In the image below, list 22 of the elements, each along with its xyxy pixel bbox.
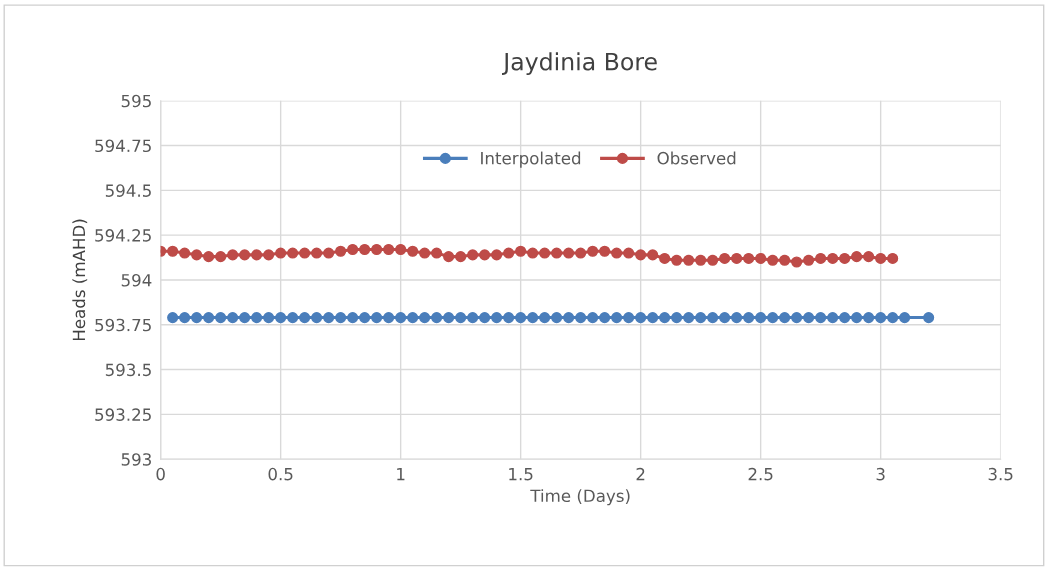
x-tick-label: 2	[636, 467, 645, 481]
x-axis-title: Time (Days)	[530, 489, 630, 506]
y-tick-label: 594.75	[95, 139, 151, 153]
legend-label: Observed	[657, 151, 736, 165]
x-tick-label: 2.5	[748, 467, 773, 481]
y-tick-label: 593.5	[105, 363, 151, 377]
x-tick-label: 0.5	[268, 467, 293, 481]
y-tick-label: 594	[121, 273, 152, 287]
x-tick-label: 1.5	[509, 468, 533, 481]
y-tick-label: 593.75	[95, 318, 151, 332]
x-tick-label: 0	[156, 467, 165, 481]
y-tick-label: 594.5	[105, 184, 151, 197]
y-tick-label: 595	[121, 94, 151, 108]
y-tick-label: 593	[121, 453, 151, 466]
y-tick-label: 593.25	[95, 408, 151, 421]
x-tick-label: 1	[397, 468, 405, 481]
y-tick-label: 594.25	[95, 229, 151, 242]
x-tick-label: 3.5	[988, 467, 1013, 481]
y-axis-title: Heads (mAHD)	[72, 219, 88, 341]
chart-title: Jaydinia Bore	[502, 52, 657, 76]
x-tick-label: 3	[876, 467, 885, 481]
legend-label: Interpolated	[481, 151, 581, 168]
